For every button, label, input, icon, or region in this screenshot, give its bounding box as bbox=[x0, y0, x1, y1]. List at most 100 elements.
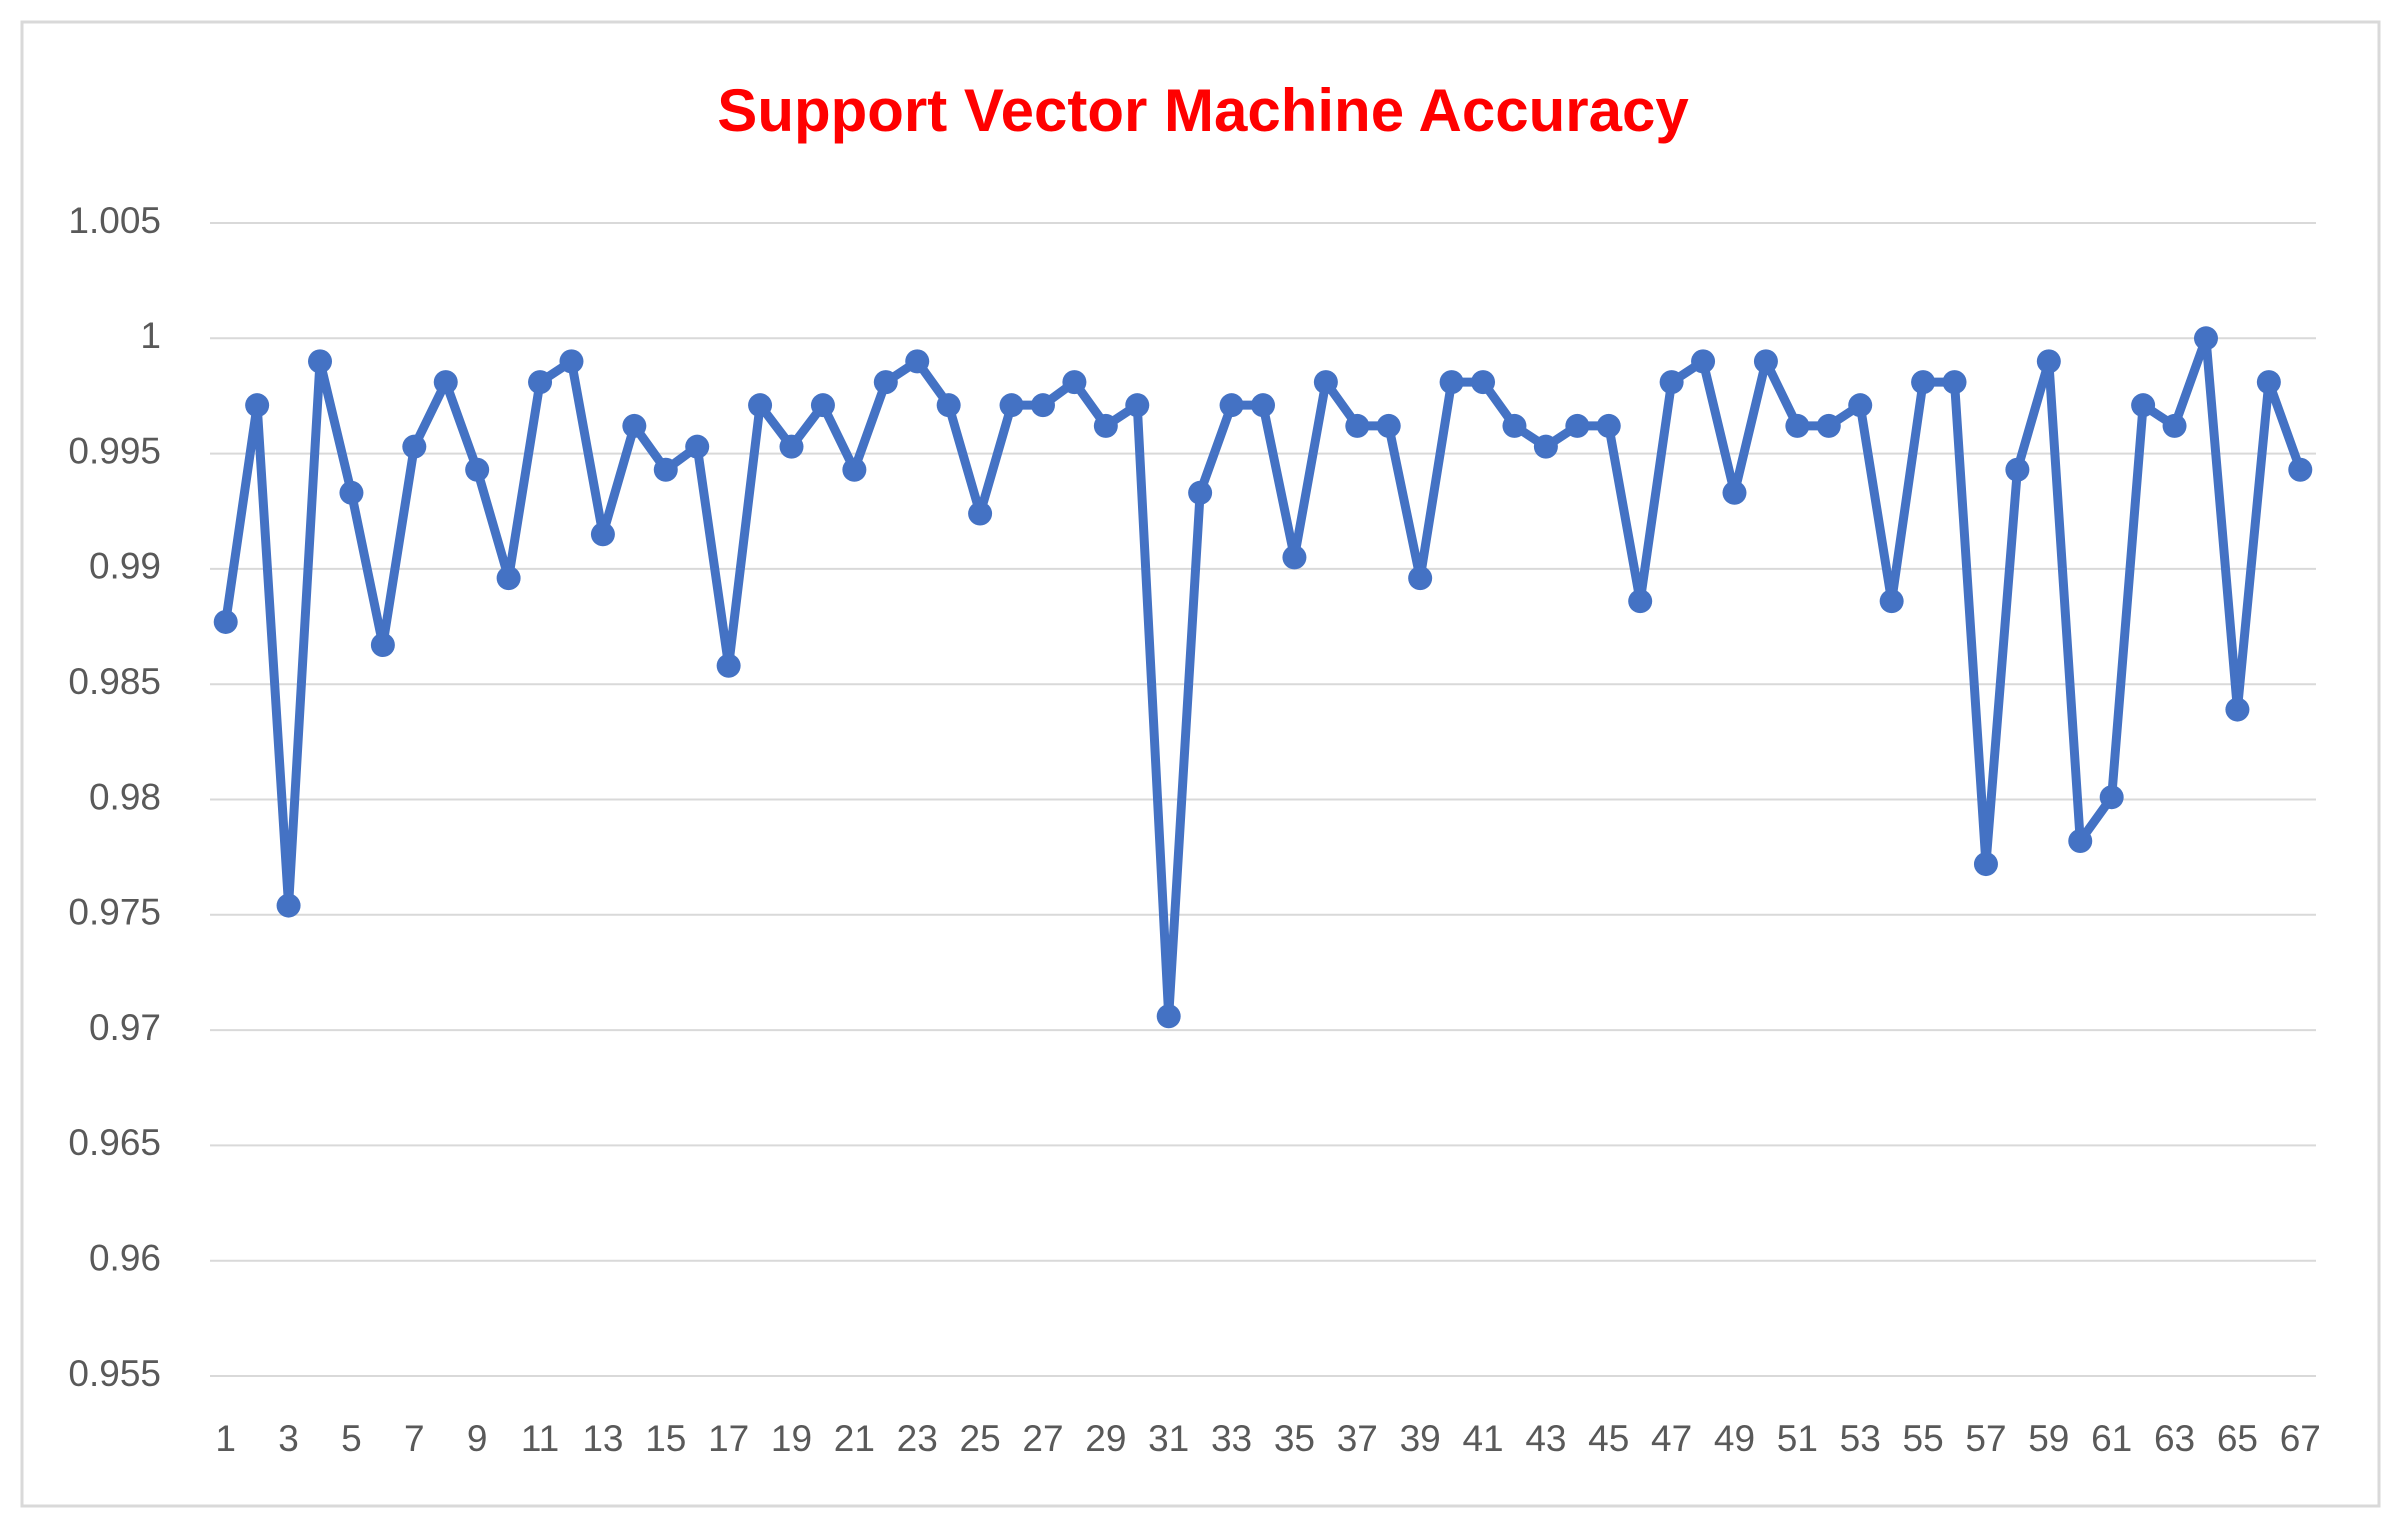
data-point bbox=[1848, 393, 1873, 418]
y-tick-label: 1 bbox=[140, 315, 161, 356]
data-point bbox=[1942, 370, 1967, 395]
x-tick-label: 5 bbox=[341, 1418, 362, 1459]
data-point bbox=[496, 566, 521, 591]
data-point bbox=[1691, 349, 1716, 374]
data-point bbox=[1973, 852, 1998, 877]
data-point bbox=[402, 434, 427, 459]
data-point bbox=[1565, 413, 1590, 438]
data-point bbox=[339, 480, 364, 505]
data-point bbox=[968, 501, 993, 526]
x-tick-label: 15 bbox=[645, 1418, 686, 1459]
x-tick-label: 51 bbox=[1777, 1418, 1818, 1459]
data-point bbox=[936, 393, 961, 418]
x-tick-label: 19 bbox=[771, 1418, 812, 1459]
data-point bbox=[2225, 697, 2250, 722]
x-tick-label: 17 bbox=[708, 1418, 749, 1459]
x-tick-label: 9 bbox=[467, 1418, 488, 1459]
data-point bbox=[1502, 413, 1527, 438]
data-point bbox=[2068, 829, 2093, 854]
data-point bbox=[1596, 413, 1621, 438]
data-point bbox=[1282, 545, 1307, 570]
y-tick-label: 0.955 bbox=[68, 1353, 161, 1394]
x-tick-label: 63 bbox=[2154, 1418, 2195, 1459]
x-tick-label: 21 bbox=[834, 1418, 875, 1459]
data-point bbox=[465, 457, 490, 482]
x-tick-label: 27 bbox=[1022, 1418, 1063, 1459]
data-point bbox=[370, 632, 395, 657]
x-tick-label: 67 bbox=[2280, 1418, 2321, 1459]
data-point bbox=[685, 434, 710, 459]
data-point bbox=[1156, 1004, 1181, 1029]
data-point bbox=[2099, 785, 2124, 810]
y-tick-label: 0.975 bbox=[68, 892, 161, 933]
data-point bbox=[999, 393, 1024, 418]
data-point bbox=[528, 370, 553, 395]
data-point bbox=[590, 522, 615, 547]
y-tick-label: 0.965 bbox=[68, 1122, 161, 1163]
y-tick-label: 0.985 bbox=[68, 661, 161, 702]
x-tick-label: 23 bbox=[897, 1418, 938, 1459]
data-point bbox=[1062, 370, 1087, 395]
data-point bbox=[1533, 434, 1558, 459]
data-point bbox=[213, 609, 238, 634]
data-point bbox=[1030, 393, 1055, 418]
data-point bbox=[559, 349, 584, 374]
x-tick-label: 61 bbox=[2091, 1418, 2132, 1459]
x-tick-label: 41 bbox=[1462, 1418, 1503, 1459]
x-tick-label: 49 bbox=[1714, 1418, 1755, 1459]
x-tick-label: 55 bbox=[1903, 1418, 1944, 1459]
data-point bbox=[748, 393, 773, 418]
y-tick-label: 1.005 bbox=[68, 200, 161, 241]
x-tick-label: 7 bbox=[404, 1418, 425, 1459]
data-point bbox=[1471, 370, 1496, 395]
y-tick-label: 0.96 bbox=[89, 1237, 161, 1278]
data-point bbox=[1879, 589, 1904, 614]
y-tick-label: 0.98 bbox=[89, 776, 161, 817]
y-tick-label: 0.995 bbox=[68, 430, 161, 471]
data-point bbox=[2036, 349, 2061, 374]
x-tick-label: 39 bbox=[1400, 1418, 1441, 1459]
data-point bbox=[245, 393, 270, 418]
data-point bbox=[433, 370, 458, 395]
data-point bbox=[842, 457, 867, 482]
x-tick-label: 59 bbox=[2028, 1418, 2069, 1459]
data-point bbox=[2005, 457, 2030, 482]
x-tick-label: 45 bbox=[1588, 1418, 1629, 1459]
chart-title: Support Vector Machine Accuracy bbox=[717, 77, 1689, 144]
x-tick-label: 53 bbox=[1840, 1418, 1881, 1459]
x-tick-label: 37 bbox=[1337, 1418, 1378, 1459]
data-point bbox=[1251, 393, 1275, 418]
data-point bbox=[1345, 413, 1370, 438]
data-point bbox=[1408, 566, 1433, 591]
x-tick-label: 11 bbox=[521, 1418, 559, 1459]
data-point bbox=[1125, 393, 1150, 418]
x-tick-label: 29 bbox=[1085, 1418, 1126, 1459]
x-tick-label: 57 bbox=[1965, 1418, 2006, 1459]
data-point bbox=[308, 349, 333, 374]
data-point bbox=[1219, 393, 1244, 418]
data-point bbox=[1439, 370, 1464, 395]
x-tick-label: 47 bbox=[1651, 1418, 1692, 1459]
data-point bbox=[1911, 370, 1936, 395]
data-point bbox=[905, 349, 930, 374]
x-tick-label: 13 bbox=[582, 1418, 623, 1459]
data-point bbox=[810, 393, 835, 418]
data-point bbox=[1376, 413, 1401, 438]
data-point bbox=[1816, 413, 1841, 438]
x-tick-label: 25 bbox=[960, 1418, 1001, 1459]
data-point bbox=[276, 893, 301, 918]
data-point bbox=[1785, 413, 1810, 438]
data-point bbox=[716, 653, 741, 678]
x-tick-label: 33 bbox=[1211, 1418, 1252, 1459]
x-tick-label: 3 bbox=[278, 1418, 299, 1459]
data-point bbox=[2131, 393, 2156, 418]
data-point bbox=[1753, 349, 1778, 374]
data-point bbox=[779, 434, 804, 459]
data-point bbox=[622, 413, 647, 438]
chart-border bbox=[20, 20, 2381, 1508]
x-tick-label: 65 bbox=[2217, 1418, 2258, 1459]
y-tick-label: 0.99 bbox=[89, 546, 161, 587]
x-tick-label: 43 bbox=[1525, 1418, 1566, 1459]
data-point bbox=[2193, 326, 2218, 351]
